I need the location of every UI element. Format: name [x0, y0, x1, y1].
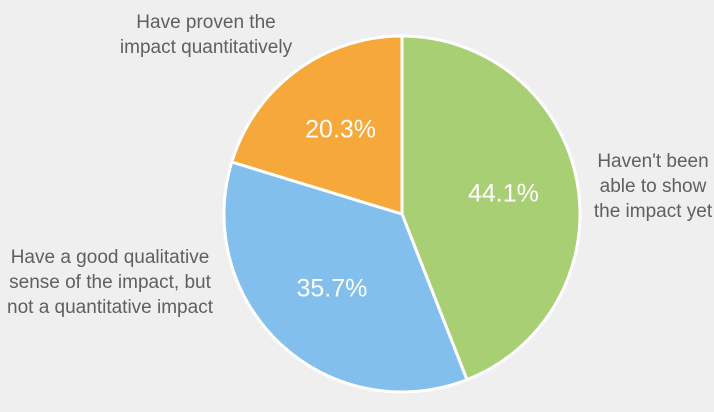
slice-proven-quantitatively — [230, 34, 404, 216]
slice-label-not-able-to-show: Haven't been able to show the impact yet — [593, 151, 713, 222]
value-label-not-able-to-show: 44.1% — [468, 179, 539, 207]
slice-not-able-to-show — [400, 34, 582, 382]
value-label-qualitative-sense: 35.7% — [296, 274, 367, 302]
slice-label-proven-quantitatively: Have proven the impact quantitatively — [119, 12, 293, 58]
slice-qualitative-sense — [222, 160, 469, 394]
slice-label-qualitative-sense: Have a good qualitative sense of the imp… — [7, 247, 213, 318]
value-label-proven-quantitatively: 20.3% — [305, 116, 376, 144]
